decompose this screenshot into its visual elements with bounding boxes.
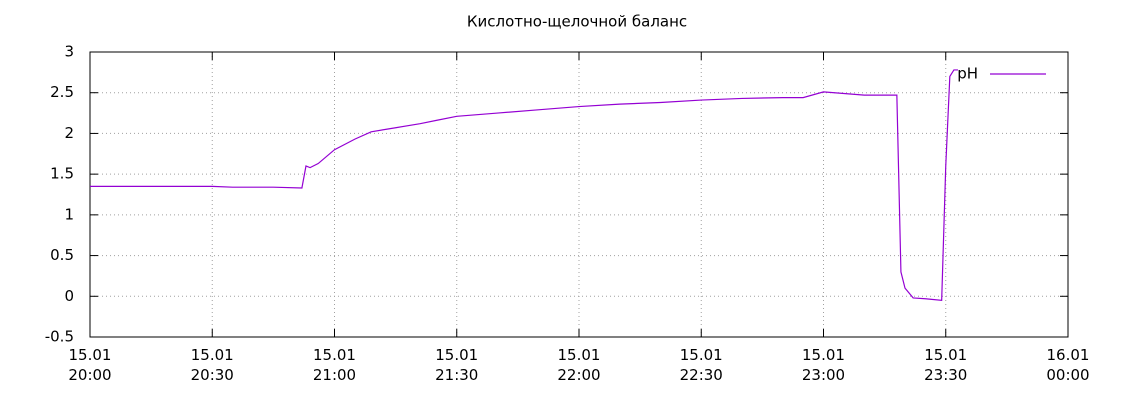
x-tick-label-line: 22:30 (680, 366, 723, 384)
x-tick-label-line: 15.01 (802, 346, 845, 364)
x-tick-label-line: 15.01 (924, 346, 967, 364)
x-tick-label-line: 21:00 (313, 366, 356, 384)
y-tick-label: 2.5 (50, 83, 74, 101)
y-tick-label: 1.5 (50, 165, 74, 183)
y-tick-label: 0 (64, 287, 74, 305)
x-tick-label-line: 15.01 (313, 346, 356, 364)
x-tick-label-line: 21:30 (435, 366, 478, 384)
x-tick-label: 15.01 23:30 (924, 346, 967, 384)
legend-label: pH (957, 65, 978, 83)
plot-frame (89, 51, 1069, 338)
x-tick-label-line: 00:00 (1046, 366, 1089, 384)
x-tick-label-line: 15.01 (69, 346, 112, 364)
x-tick-label-line: 20:30 (191, 366, 234, 384)
x-tick-label-line: 22:00 (557, 366, 600, 384)
chart-title: Кислотно-щелочной баланс (467, 13, 687, 31)
x-tick-label: 15.01 20:00 (68, 346, 111, 384)
x-tick-label-line: 15.01 (435, 346, 478, 364)
x-tick-label: 15.01 21:00 (313, 346, 356, 384)
x-tick-label-line: 23:30 (924, 366, 967, 384)
y-tick-label: 1 (64, 205, 74, 223)
x-tick-label: 15.01 22:30 (680, 346, 723, 384)
x-tick-label: 16.01 00:00 (1046, 346, 1089, 384)
x-tick-label-line: 23:00 (802, 366, 845, 384)
x-tick-label: 15.01 20:30 (191, 346, 234, 384)
y-tick-label: 3 (64, 43, 74, 61)
x-tick-label: 15.01 22:00 (557, 346, 600, 384)
x-tick-label-line: 15.01 (680, 346, 723, 364)
y-tick-label: 2 (64, 124, 74, 142)
x-tick-label-line: 15.01 (191, 346, 234, 364)
x-tick-label-line: 15.01 (558, 346, 601, 364)
x-tick-label-line: 16.01 (1047, 346, 1090, 364)
x-tick-label: 15.01 21:30 (435, 346, 478, 384)
x-tick-label-line: 20:00 (68, 366, 111, 384)
y-tick-label: 0.5 (50, 246, 74, 264)
y-tick-label: -0.5 (45, 328, 74, 346)
x-tick-label: 15.01 23:00 (802, 346, 845, 384)
data-line (90, 69, 958, 302)
